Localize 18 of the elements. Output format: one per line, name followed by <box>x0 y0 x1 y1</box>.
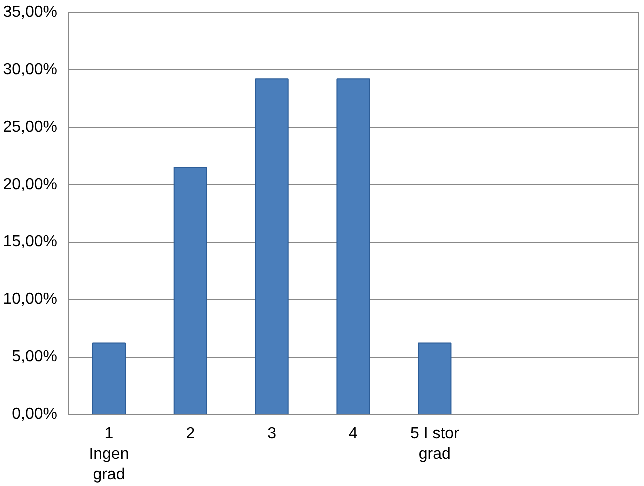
bar <box>418 342 452 414</box>
x-tick-label: 1 Ingen grad <box>89 426 130 484</box>
y-tick-label: 5,00% <box>12 348 58 366</box>
y-tick-label: 0,00% <box>12 406 58 423</box>
y-tick-label: 35,00% <box>3 4 58 21</box>
y-tick-label: 25,00% <box>3 118 58 136</box>
x-tick-label: 2 <box>186 426 196 442</box>
x-tick-label: 4 <box>349 426 358 442</box>
bar <box>336 78 370 414</box>
x-tick-label: 5 I stor grad <box>410 426 460 463</box>
y-tick-label: 15,00% <box>3 234 58 251</box>
x-tick-label: 3 <box>268 426 277 442</box>
bar <box>92 342 126 414</box>
bar <box>255 78 289 414</box>
bar <box>174 167 208 414</box>
y-tick-label: 30,00% <box>3 61 58 78</box>
y-tick-label: 10,00% <box>3 291 58 308</box>
y-tick-label: 20,00% <box>3 176 58 194</box>
